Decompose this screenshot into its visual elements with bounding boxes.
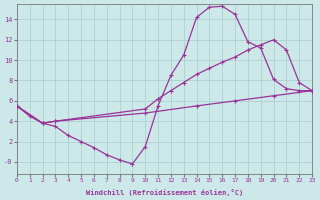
X-axis label: Windchill (Refroidissement éolien,°C): Windchill (Refroidissement éolien,°C) [86, 189, 243, 196]
